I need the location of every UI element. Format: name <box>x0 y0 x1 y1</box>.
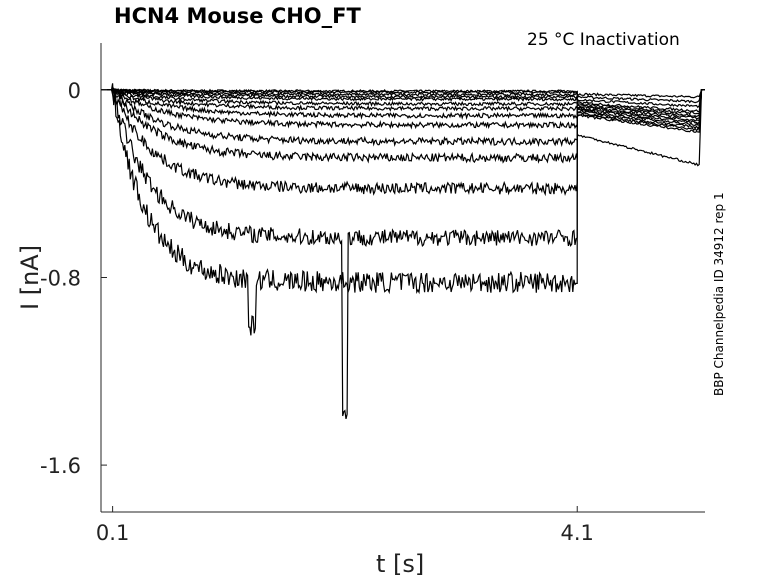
x-tick-label: 0.1 <box>96 521 129 545</box>
y-axis-label: I [nA] <box>16 244 44 310</box>
x-tick-label: 4.1 <box>561 521 594 545</box>
current-trace-9 <box>101 88 705 130</box>
chart-title: HCN4 Mouse CHO_FT <box>114 4 361 28</box>
y-tick-label: -1.6 <box>40 454 81 478</box>
x-axis-label: t [s] <box>376 550 425 578</box>
current-trace-13 <box>101 89 705 420</box>
current-trace-12 <box>101 86 705 197</box>
current-trace-7 <box>101 87 705 120</box>
current-trace-11 <box>101 87 705 164</box>
axis-ticks: 0.1 4.1 0 -0.8 -1.6 <box>40 79 594 545</box>
current-trace-10 <box>101 89 705 148</box>
current-trace-4 <box>101 87 705 113</box>
y-tick-label: -0.8 <box>40 267 81 291</box>
current-trace-8 <box>101 88 705 122</box>
y-tick-label: 0 <box>68 79 81 103</box>
current-trace-6 <box>101 88 705 118</box>
source-label: BBP Channelpedia ID 34912 rep 1 <box>712 192 726 396</box>
current-trace-3 <box>101 87 705 109</box>
chart-subtitle: 25 °C Inactivation <box>527 30 680 50</box>
current-trace-14 <box>101 83 705 336</box>
current-traces <box>101 83 705 420</box>
